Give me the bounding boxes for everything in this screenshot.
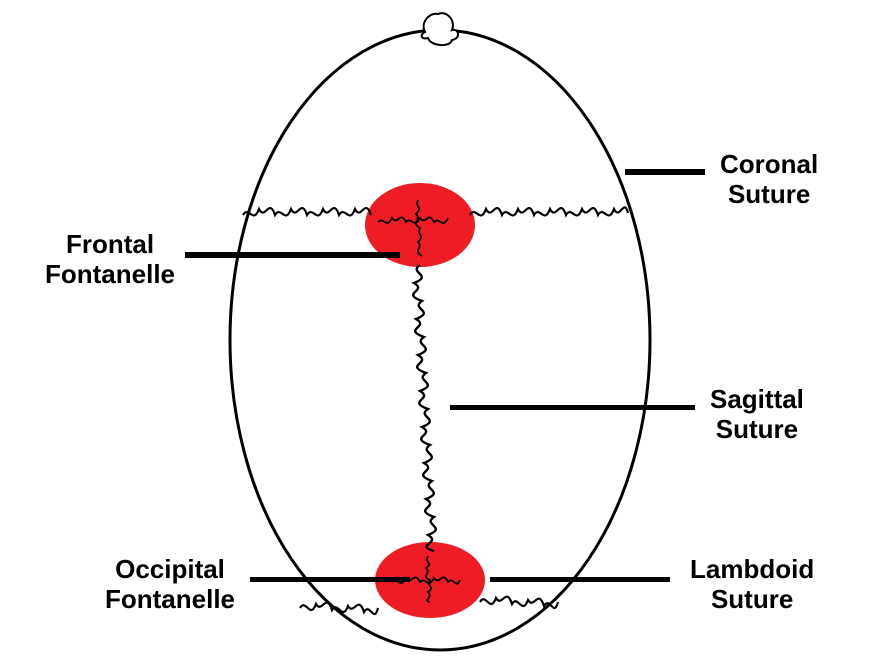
label-text: Sagittal [710,385,804,415]
label-text: Suture [720,180,818,210]
label-occipital-fontanelle: Occipital Fontanelle [105,555,235,615]
label-text: Lambdoid [690,555,814,585]
leader-frontal-fontanelle [185,252,400,258]
label-text: Suture [690,585,814,615]
leader-sagittal-suture [450,405,695,410]
label-text: Suture [710,415,804,445]
leader-occipital-fontanelle [250,577,410,582]
label-coronal-suture: Coronal Suture [720,150,818,210]
label-frontal-fontanelle: Frontal Fontanelle [45,230,175,290]
leader-coronal-suture [625,169,705,175]
label-text: Coronal [720,150,818,180]
label-text: Fontanelle [45,260,175,290]
label-text: Frontal [45,230,175,260]
label-lambdoid-suture: Lambdoid Suture [690,555,814,615]
label-text: Fontanelle [105,585,235,615]
label-text: Occipital [105,555,235,585]
label-sagittal-suture: Sagittal Suture [710,385,804,445]
leader-lambdoid-suture [490,577,670,582]
